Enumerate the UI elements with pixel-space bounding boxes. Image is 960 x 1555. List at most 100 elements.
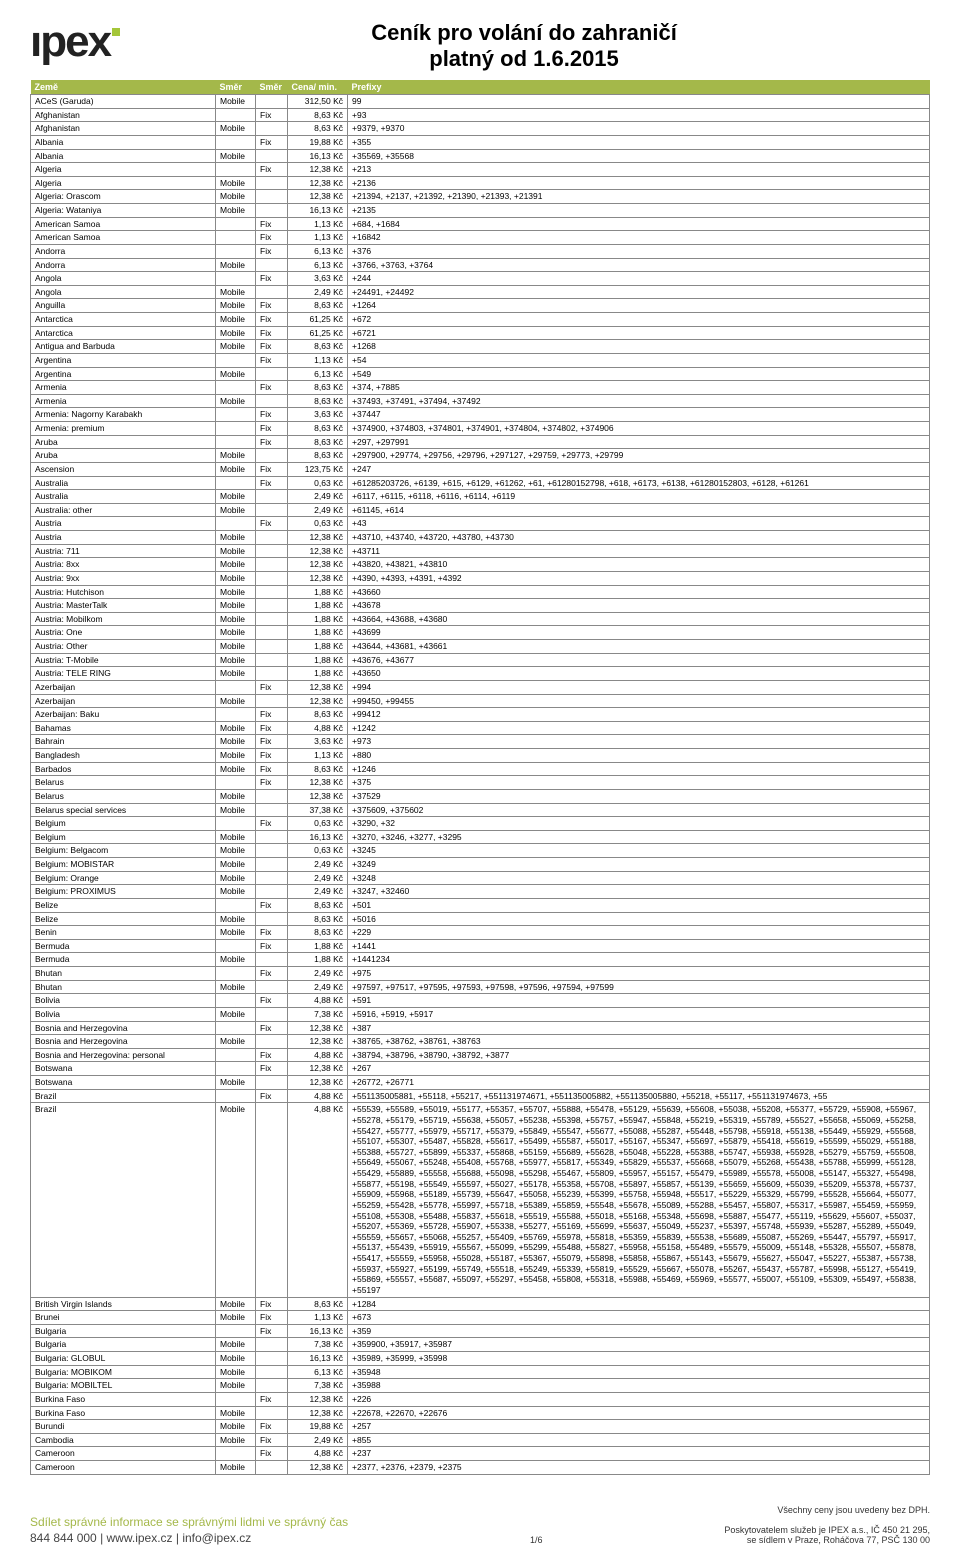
- table-row: BelarusMobile12,38 Kč+37529: [31, 789, 930, 803]
- cell-dir1: Mobile: [216, 789, 256, 803]
- cell-country: Bermuda: [31, 939, 216, 953]
- cell-dir2: [256, 149, 288, 163]
- cell-country: Argentina: [31, 367, 216, 381]
- title-line1: Ceník pro volání do zahraničí: [118, 20, 930, 46]
- cell-country: Austria: T-Mobile: [31, 653, 216, 667]
- cell-prefix: +1284: [348, 1297, 930, 1311]
- table-row: BahrainMobileFix3,63 Kč+973: [31, 735, 930, 749]
- cell-country: Albania: [31, 135, 216, 149]
- cell-dir1: [216, 776, 256, 790]
- table-row: Algeria: OrascomMobile12,38 Kč+21394, +2…: [31, 190, 930, 204]
- cell-dir2: Fix: [256, 517, 288, 531]
- table-row: ArgentinaMobile6,13 Kč+549: [31, 367, 930, 381]
- cell-dir1: Mobile: [216, 612, 256, 626]
- cell-prefix: +37529: [348, 789, 930, 803]
- cell-prefix: +4390, +4393, +4391, +4392: [348, 571, 930, 585]
- cell-dir2: [256, 204, 288, 218]
- cell-dir1: [216, 381, 256, 395]
- cell-prefix: +9379, +9370: [348, 122, 930, 136]
- cell-country: American Samoa: [31, 217, 216, 231]
- cell-price: 8,63 Kč: [288, 122, 348, 136]
- cell-prefix: +16842: [348, 231, 930, 245]
- cell-dir2: [256, 394, 288, 408]
- cell-prefix: +355: [348, 135, 930, 149]
- cell-dir2: [256, 871, 288, 885]
- cell-country: Antigua and Barbuda: [31, 340, 216, 354]
- cell-prefix: +3245: [348, 844, 930, 858]
- cell-dir2: Fix: [256, 994, 288, 1008]
- col-header: Směr: [216, 80, 256, 95]
- cell-dir2: Fix: [256, 1447, 288, 1461]
- cell-prefix: +257: [348, 1420, 930, 1434]
- cell-dir2: Fix: [256, 408, 288, 422]
- cell-prefix: +35989, +35999, +35998: [348, 1352, 930, 1366]
- cell-price: 12,38 Kč: [288, 163, 348, 177]
- cell-country: Austria: 9xx: [31, 571, 216, 585]
- cell-price: 6,13 Kč: [288, 367, 348, 381]
- cell-dir2: [256, 1338, 288, 1352]
- cell-country: Botswana: [31, 1062, 216, 1076]
- cell-dir2: [256, 1406, 288, 1420]
- cell-country: Angola: [31, 285, 216, 299]
- cell-country: Belarus: [31, 789, 216, 803]
- col-header: Cena/ min.: [288, 80, 348, 95]
- cell-dir2: [256, 95, 288, 109]
- cell-country: Aruba: [31, 449, 216, 463]
- table-row: American SamoaFix1,13 Kč+16842: [31, 231, 930, 245]
- cell-dir1: Mobile: [216, 571, 256, 585]
- table-row: ACeS (Garuda)Mobile312,50 Kč99: [31, 95, 930, 109]
- cell-price: 6,13 Kč: [288, 244, 348, 258]
- cell-prefix: +43664, +43688, +43680: [348, 612, 930, 626]
- table-row: Austria: OneMobile1,88 Kč+43699: [31, 626, 930, 640]
- cell-dir2: Fix: [256, 462, 288, 476]
- cell-dir2: Fix: [256, 939, 288, 953]
- cell-prefix: +297, +297991: [348, 435, 930, 449]
- cell-country: Bermuda: [31, 953, 216, 967]
- cell-dir1: Mobile: [216, 599, 256, 613]
- cell-price: 0,63 Kč: [288, 517, 348, 531]
- cell-prefix: +2377, +2376, +2379, +2375: [348, 1461, 930, 1475]
- table-row: Bulgaria: MOBIKOMMobile6,13 Kč+35948: [31, 1365, 930, 1379]
- cell-price: 7,38 Kč: [288, 1338, 348, 1352]
- table-row: AndorraMobile6,13 Kč+3766, +3763, +3764: [31, 258, 930, 272]
- table-row: ArmeniaMobile8,63 Kč+37493, +37491, +374…: [31, 394, 930, 408]
- cell-prefix: +26772, +26771: [348, 1076, 930, 1090]
- table-row: AzerbaijanFix12,38 Kč+994: [31, 680, 930, 694]
- cell-country: Anguilla: [31, 299, 216, 313]
- cell-country: Botswana: [31, 1076, 216, 1090]
- cell-price: 8,63 Kč: [288, 394, 348, 408]
- table-row: BotswanaFix12,38 Kč+267: [31, 1062, 930, 1076]
- table-row: BarbadosMobileFix8,63 Kč+1246: [31, 762, 930, 776]
- cell-price: 8,63 Kč: [288, 926, 348, 940]
- cell-country: Austria: Hutchison: [31, 585, 216, 599]
- cell-dir2: [256, 667, 288, 681]
- cell-dir2: Fix: [256, 1311, 288, 1325]
- cell-country: Azerbaijan: [31, 694, 216, 708]
- cell-prefix: +43678: [348, 599, 930, 613]
- cell-dir1: Mobile: [216, 558, 256, 572]
- table-row: BulgariaFix16,13 Kč+359: [31, 1324, 930, 1338]
- cell-dir2: [256, 1035, 288, 1049]
- table-row: Austria: 9xxMobile12,38 Kč+4390, +4393, …: [31, 571, 930, 585]
- cell-prefix: +359: [348, 1324, 930, 1338]
- table-body: ACeS (Garuda)Mobile312,50 Kč99Afghanista…: [31, 95, 930, 1475]
- cell-country: Belarus: [31, 776, 216, 790]
- table-row: American SamoaFix1,13 Kč+684, +1684: [31, 217, 930, 231]
- cell-prefix: +21394, +2137, +21392, +21390, +21393, +…: [348, 190, 930, 204]
- cell-dir2: Fix: [256, 680, 288, 694]
- price-table: ZeměSměrSměrCena/ min.Prefixy ACeS (Garu…: [30, 80, 930, 1475]
- cell-dir1: [216, 817, 256, 831]
- cell-dir2: [256, 1461, 288, 1475]
- cell-country: Ascension: [31, 462, 216, 476]
- cell-dir1: [216, 135, 256, 149]
- cell-country: Bulgaria: [31, 1324, 216, 1338]
- cell-country: Cameroon: [31, 1447, 216, 1461]
- cell-dir2: Fix: [256, 898, 288, 912]
- cell-prefix: +994: [348, 680, 930, 694]
- table-row: CameroonFix4,88 Kč+237: [31, 1447, 930, 1461]
- cell-price: 12,38 Kč: [288, 1406, 348, 1420]
- cell-dir1: Mobile: [216, 1076, 256, 1090]
- cell-dir1: Mobile: [216, 122, 256, 136]
- cell-country: Burkina Faso: [31, 1406, 216, 1420]
- cell-prefix: +244: [348, 272, 930, 286]
